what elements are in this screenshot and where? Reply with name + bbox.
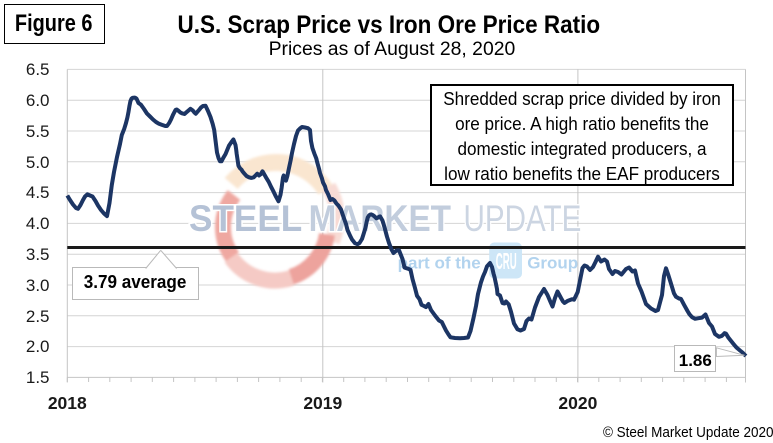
svg-text:UPDATE: UPDATE	[464, 199, 582, 240]
svg-text:MARKET: MARKET	[309, 198, 452, 239]
svg-text:STEEL: STEEL	[189, 197, 302, 239]
svg-text:part of the: part of the	[398, 254, 481, 273]
svg-text:CRU: CRU	[496, 248, 517, 274]
svg-text:Group: Group	[527, 254, 578, 273]
